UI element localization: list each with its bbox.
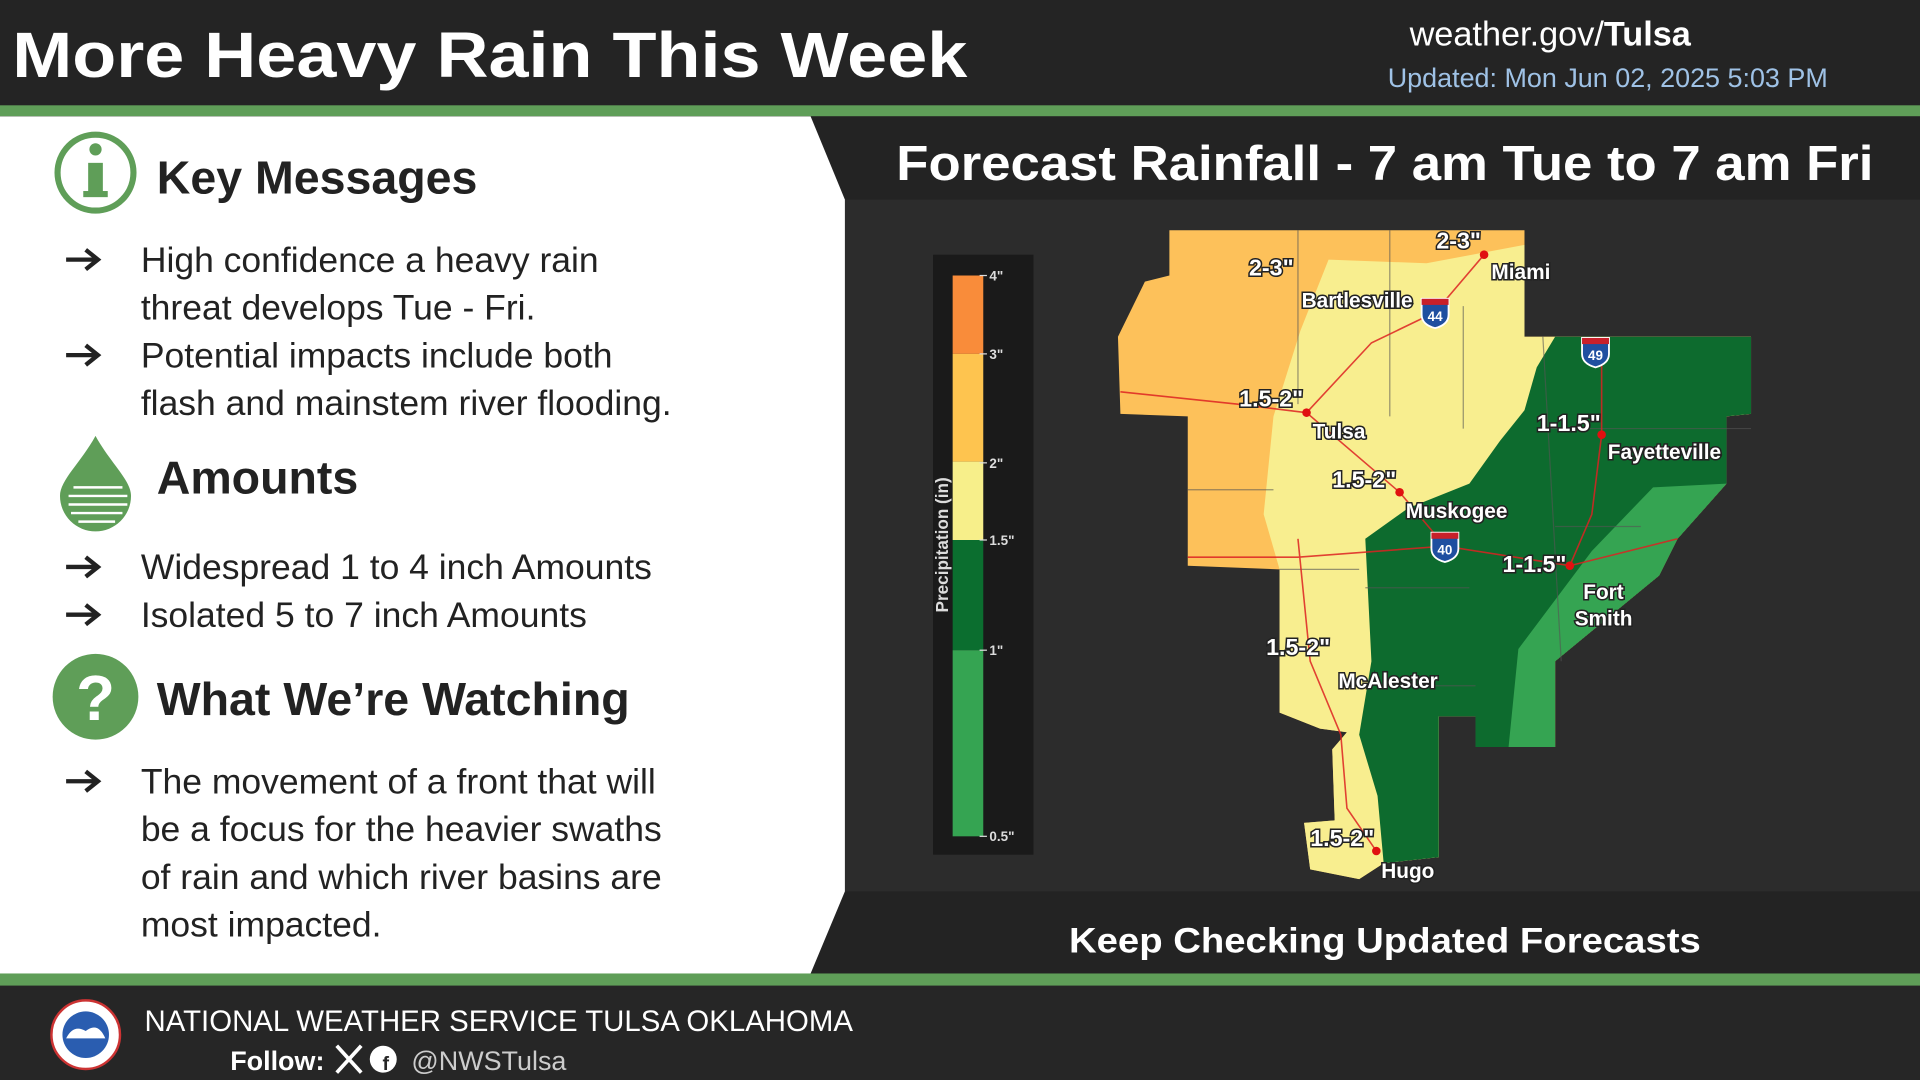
agency-name: NATIONAL WEATHER SERVICE TULSA OKLAHOMA (144, 1005, 853, 1038)
city-dot (1302, 408, 1311, 417)
social-handle: @NWSTulsa (411, 1046, 566, 1076)
shield-top (1431, 532, 1459, 539)
facebook-f: f (382, 1053, 389, 1075)
shield-top (1582, 337, 1609, 345)
drop-icon (60, 435, 132, 532)
rain-amount: 1.5-2" (1266, 634, 1330, 660)
legend-tick-label: 1.5" (989, 533, 1014, 548)
website: weather.gov/Tulsa (1409, 15, 1692, 53)
x-icon (335, 1044, 363, 1074)
bullet-text: flash and mainstem river flooding. (141, 383, 672, 423)
website-office: Tulsa (1604, 15, 1692, 53)
legend-tick-label: 3" (989, 347, 1003, 362)
bullet-text: Potential impacts include both (141, 335, 613, 375)
info-icon (54, 131, 137, 214)
question-icon: ? (52, 653, 139, 740)
rain-amount: 2-3" (1249, 255, 1294, 281)
shield-number: 49 (1588, 348, 1603, 363)
legend-tick-label: 1" (989, 643, 1003, 658)
rain-amount: 1-1.5" (1502, 551, 1566, 577)
city-dot (1565, 561, 1575, 570)
city-label: Fayetteville (1608, 441, 1721, 464)
rain-amount: 2-3" (1436, 228, 1481, 254)
legend-tick-label: 2" (989, 456, 1003, 471)
svg-text:?: ? (76, 663, 115, 734)
bullet-arrow (66, 555, 102, 579)
facebook-icon (369, 1045, 397, 1073)
rain-amount: 1-1.5" (1537, 410, 1601, 436)
interstate-shield (1430, 531, 1460, 563)
header-bar (0, 0, 1920, 106)
rain-amount: 1.5-2" (1239, 386, 1303, 412)
city-label: Smith (1575, 608, 1633, 631)
map-title: Forecast Rainfall - 7 am Tue to 7 am Fri (896, 137, 1873, 191)
rain-amount: 1.5-2" (1310, 825, 1374, 851)
city-label: Hugo (1381, 860, 1434, 883)
bullet-text: High confidence a heavy rain (141, 240, 599, 280)
bullet-arrow (66, 603, 102, 627)
follow-label: Follow: (230, 1046, 324, 1076)
bullet-text: Isolated 5 to 7 inch Amounts (141, 595, 587, 635)
bullet-arrow (66, 769, 102, 793)
bullet-arrow (66, 343, 102, 367)
city-label: McAlester (1338, 670, 1437, 693)
bullet-text: be a focus for the heavier swaths (141, 809, 662, 849)
bullet-text: The movement of a front that will (141, 761, 656, 801)
city-dot (1395, 487, 1404, 497)
footer-bar (0, 985, 1920, 1080)
city-label: Miami (1491, 261, 1550, 284)
shield-number: 40 (1437, 543, 1452, 558)
shield-number: 44 (1428, 309, 1443, 324)
colorbar (952, 275, 984, 837)
bullet-text: threat develops Tue - Fri. (141, 288, 536, 328)
website-prefix: weather.gov/ (1409, 15, 1605, 53)
section-heading: What We’re Watching (157, 673, 630, 725)
bullet-text: Widespread 1 to 4 inch Amounts (141, 547, 652, 587)
header-stripe (0, 105, 1920, 117)
map-note: Keep Checking Updated Forecasts (1069, 921, 1701, 961)
nws-logo (50, 999, 122, 1071)
interstate-shield (1420, 297, 1450, 330)
section-heading: Key Messages (157, 151, 478, 203)
rain-amount: 1.5-2" (1332, 466, 1396, 492)
bullet-text: most impacted. (141, 905, 382, 945)
city-label: Muskogee (1406, 500, 1508, 523)
footer-stripe (0, 973, 1920, 986)
city-label: Fort (1583, 581, 1624, 604)
city-label: Tulsa (1313, 420, 1366, 443)
bullet-arrow (66, 248, 102, 272)
legend-label: Precipitation (in) (932, 477, 952, 612)
legend-tick-label: 0.5" (989, 829, 1014, 844)
city-dot (1597, 430, 1606, 439)
shield-top (1421, 298, 1449, 305)
bullet-text: of rain and which river basins are (141, 857, 662, 897)
left-panel (0, 116, 845, 974)
city-label: Bartlesville (1302, 289, 1413, 312)
interstate-shield (1581, 337, 1610, 369)
city-dot (1372, 846, 1381, 856)
legend-tick-label: 4" (989, 268, 1003, 283)
updated-time: Updated: Mon Jun 02, 2025 5:03 PM (1388, 63, 1828, 93)
section-heading: Amounts (157, 451, 359, 503)
logo-cloud (66, 1027, 106, 1039)
page-title: More Heavy Rain This Week (12, 20, 968, 91)
city-dot (1479, 250, 1489, 259)
